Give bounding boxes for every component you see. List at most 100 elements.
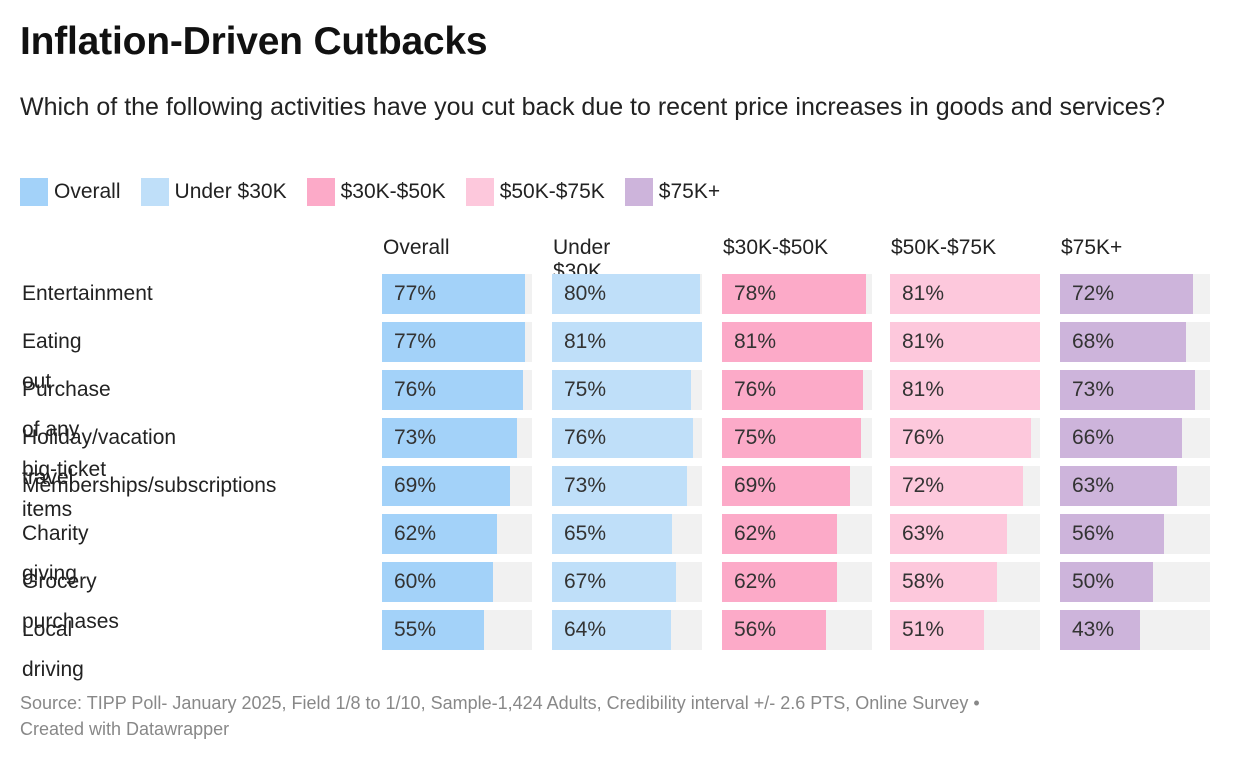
bar-track: 67%	[552, 562, 702, 602]
bar-track: 43%	[1060, 610, 1210, 650]
data-label: 73%	[564, 474, 607, 497]
bar	[382, 274, 525, 314]
data-label: 76%	[564, 426, 607, 449]
data-label: 72%	[1072, 282, 1115, 305]
bar-track: 75%	[552, 370, 702, 410]
legend-item: Overall	[20, 178, 121, 206]
data-label: 75%	[734, 426, 777, 449]
bar	[722, 562, 837, 602]
data-label: 80%	[564, 282, 607, 305]
data-label: 63%	[1072, 474, 1115, 497]
data-label: 73%	[394, 426, 437, 449]
data-label: 62%	[734, 522, 777, 545]
bar-track: 81%	[890, 322, 1040, 362]
bar-track: 63%	[1060, 466, 1210, 506]
bar	[552, 274, 701, 314]
bar	[890, 466, 1024, 506]
bar-track: 73%	[1060, 370, 1210, 410]
row-label: Holiday/vacation travel	[22, 426, 177, 489]
bar-track: 78%	[722, 274, 872, 314]
bar-track: 72%	[890, 466, 1040, 506]
bar	[382, 562, 494, 602]
column-header: $30K-$50K	[723, 236, 829, 259]
legend-label: Overall	[54, 180, 121, 203]
bar	[890, 274, 1040, 314]
row-label: Grocery purchases	[22, 570, 119, 633]
bar	[1060, 322, 1186, 362]
data-label: 55%	[394, 618, 437, 641]
bar	[552, 322, 702, 362]
data-label: 78%	[734, 282, 777, 305]
data-label: 72%	[902, 474, 945, 497]
legend-swatch	[20, 178, 48, 206]
data-label: 81%	[734, 330, 777, 353]
data-label: 43%	[1072, 618, 1115, 641]
legend-label: $75K+	[658, 180, 721, 203]
data-label: 76%	[902, 426, 945, 449]
bar-track: 62%	[722, 562, 872, 602]
data-label: 65%	[564, 522, 607, 545]
legend-item: $75K+	[624, 178, 721, 206]
bar	[1060, 610, 1140, 650]
bar-track: 81%	[552, 322, 702, 362]
data-label: 58%	[902, 570, 945, 593]
data-label: 81%	[902, 282, 945, 305]
bar	[722, 322, 872, 362]
bar-track: 63%	[890, 514, 1040, 554]
data-label: 77%	[394, 330, 437, 353]
bar	[722, 610, 826, 650]
data-label: 62%	[734, 570, 777, 593]
legend-item: $30K-$50K	[306, 178, 446, 206]
data-label: 64%	[564, 618, 607, 641]
bar	[722, 418, 861, 458]
bar	[552, 466, 688, 506]
bar	[1060, 466, 1177, 506]
data-label: 76%	[734, 378, 777, 401]
data-label: 77%	[394, 282, 437, 305]
data-label: 69%	[394, 474, 437, 497]
bar	[722, 466, 850, 506]
bar-track: 81%	[890, 274, 1040, 314]
legend-swatch	[465, 178, 494, 206]
bar-track: 76%	[890, 418, 1040, 458]
bar	[382, 466, 510, 506]
bar-track: 56%	[722, 610, 872, 650]
data-label: 51%	[902, 618, 945, 641]
bar	[722, 514, 837, 554]
bar	[382, 322, 525, 362]
data-label: 67%	[564, 570, 607, 593]
bar	[382, 610, 484, 650]
bar	[1060, 562, 1153, 602]
legend-swatch	[306, 178, 335, 206]
bar-track: 68%	[1060, 322, 1210, 362]
bar	[552, 418, 693, 458]
bar	[382, 370, 523, 410]
bar-track: 62%	[382, 514, 532, 554]
data-label: 66%	[1072, 426, 1115, 449]
data-label: 81%	[902, 378, 945, 401]
source-note: Source: TIPP Poll- January 2025, Field 1…	[20, 693, 980, 713]
bar-track: 60%	[382, 562, 532, 602]
bar-track: 77%	[382, 322, 532, 362]
legend-label: $50K-$75K	[499, 180, 605, 203]
data-label: 63%	[902, 522, 945, 545]
bar	[1060, 514, 1164, 554]
bar-track: 72%	[1060, 274, 1210, 314]
bar	[382, 514, 497, 554]
data-label: 81%	[902, 330, 945, 353]
legend: Overall Under $30K $30K-$50K $50K-$75K $75K+	[20, 178, 740, 206]
column-header: $50K-$75K	[891, 236, 997, 259]
data-label: 76%	[394, 378, 437, 401]
bar-track: 69%	[382, 466, 532, 506]
column-header: Overall	[383, 236, 450, 259]
bar	[890, 562, 998, 602]
chart-subtitle: Which of the following activities have y…	[20, 93, 1166, 121]
bar	[1060, 370, 1196, 410]
legend-label: $30K-$50K	[340, 180, 446, 203]
bar-track: 73%	[552, 466, 702, 506]
bar-track: 51%	[890, 610, 1040, 650]
bar-track: 73%	[382, 418, 532, 458]
column-header: $75K+	[1061, 236, 1123, 259]
bar-track: 62%	[722, 514, 872, 554]
bar-track: 81%	[890, 370, 1040, 410]
